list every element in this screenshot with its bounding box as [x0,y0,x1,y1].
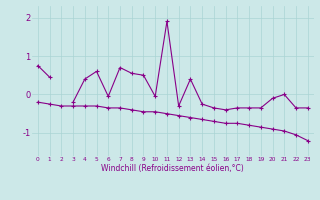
X-axis label: Windchill (Refroidissement éolien,°C): Windchill (Refroidissement éolien,°C) [101,164,244,173]
